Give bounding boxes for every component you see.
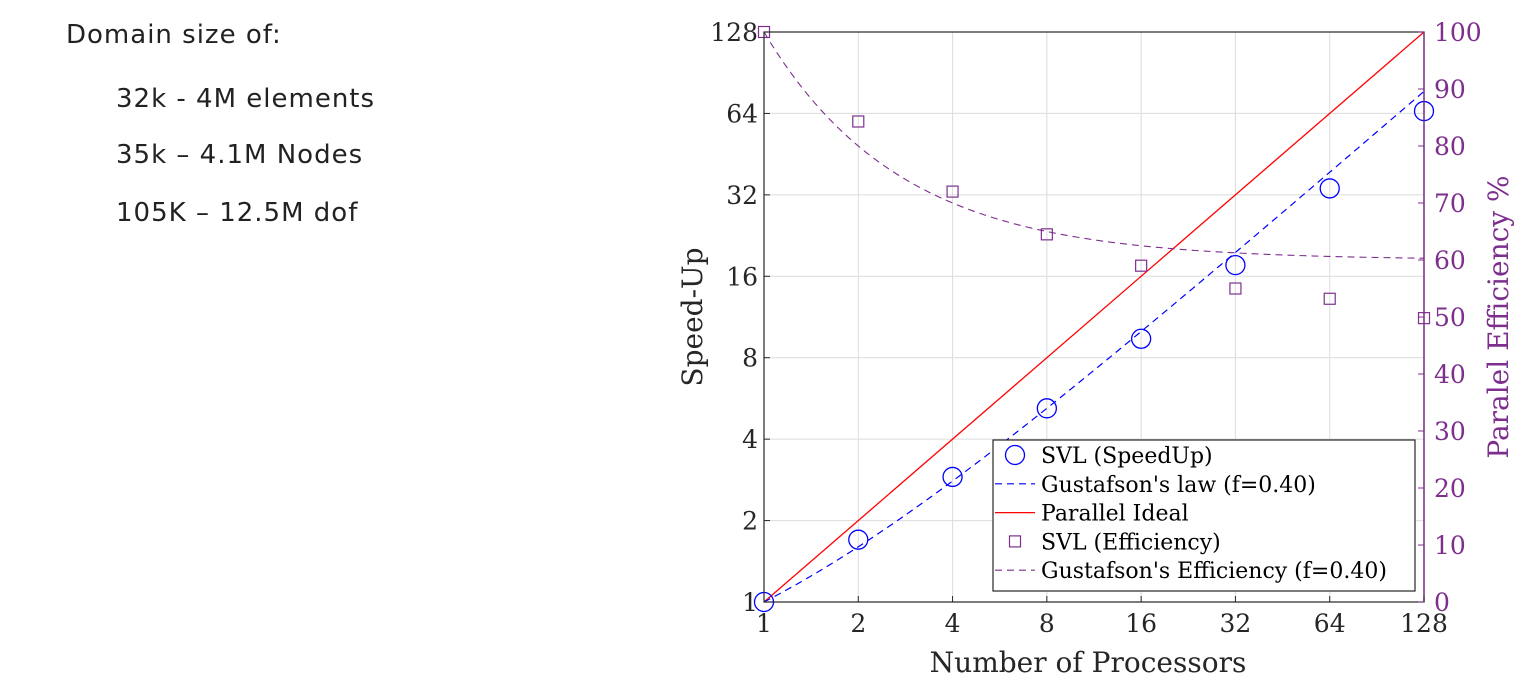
legend-speedup-marker [1004,444,1026,466]
y-tick-label: 2 [742,507,758,536]
y2-tick-label: 90 [1434,75,1466,104]
legend-label: Parallel Ideal [1041,502,1189,527]
y2-tick-label: 30 [1434,417,1466,446]
speedup-point [1130,328,1152,349]
speedup-point [1225,254,1246,276]
y-tick-label: 8 [742,344,758,373]
y2-tick-label: 0 [1434,588,1450,617]
y2-tick-label: 50 [1434,303,1466,332]
efficiency-point [1323,292,1336,305]
legend: SVL (SpeedUp) Gustafson's law (f=0.40) Par… [992,439,1416,592]
legend-label: SVL (SpeedUp) [1041,444,1213,469]
x-tick-label: 16 [1125,609,1157,638]
y2-tick-label: 70 [1434,189,1466,218]
legend-label: Gustafson's law (f=0.40) [1041,473,1316,498]
x-tick-label: 8 [1039,609,1055,638]
y-tick-label: 32 [726,181,758,210]
efficiency-point [852,115,865,128]
y2-tick-label: 40 [1434,360,1466,389]
x-tick-label: 4 [945,609,961,638]
y2-tick-label: 100 [1434,18,1482,47]
efficiency-point [946,185,959,198]
y-axis-label: Speed-Up [676,247,709,386]
y2-tick-label: 20 [1434,474,1466,503]
y2-tick-label: 60 [1434,246,1466,275]
x-tick-label: 128 [1400,609,1448,638]
axes-layer: 1 2 4 8 16 32 64 128124816326412801020304050607… [676,18,1515,679]
y2-tick-label: 10 [1434,531,1466,560]
y-tick-label: 1 [742,588,758,617]
y-tick-label: 64 [726,99,758,128]
x-tick-label: 64 [1314,609,1346,638]
speedup-point [1319,178,1340,199]
efficiency-point [1135,259,1148,272]
x-tick-label: 1 [756,609,772,638]
efficiency-point [1229,282,1242,295]
parallel-ideal-line [763,31,1425,603]
legend-label: Gustafson's Efficiency (f=0.40) [1041,559,1387,584]
legend-label: SVL (Efficiency) [1041,530,1221,555]
speedup-point [848,529,869,550]
nodes-range-text: 35k – 4.1M Nodes [116,140,364,170]
y2-tick-label: 80 [1434,132,1466,161]
domain-size-heading: Domain size of: [66,20,282,50]
y-tick-label: 16 [726,262,758,291]
y-tick-label: 128 [710,18,758,47]
dof-range-text: 105K – 12.5M dof [116,198,359,228]
y-tick-label: 4 [742,425,758,454]
legend-efficiency-marker [1008,535,1022,548]
y2-axis-label: Paralel Efficiency % [1482,175,1515,458]
legend-box [992,439,1416,592]
x-tick-label: 32 [1220,609,1252,638]
elements-range-text: 32k - 4M elements [116,84,376,114]
gustafson-efficiency-curve [763,31,1425,259]
speedup-point [942,466,963,488]
x-axis-label: Number of Processors [930,646,1247,679]
speedup-point [1036,398,1058,419]
efficiency-point [1040,228,1053,241]
x-tick-label: 2 [850,609,866,638]
